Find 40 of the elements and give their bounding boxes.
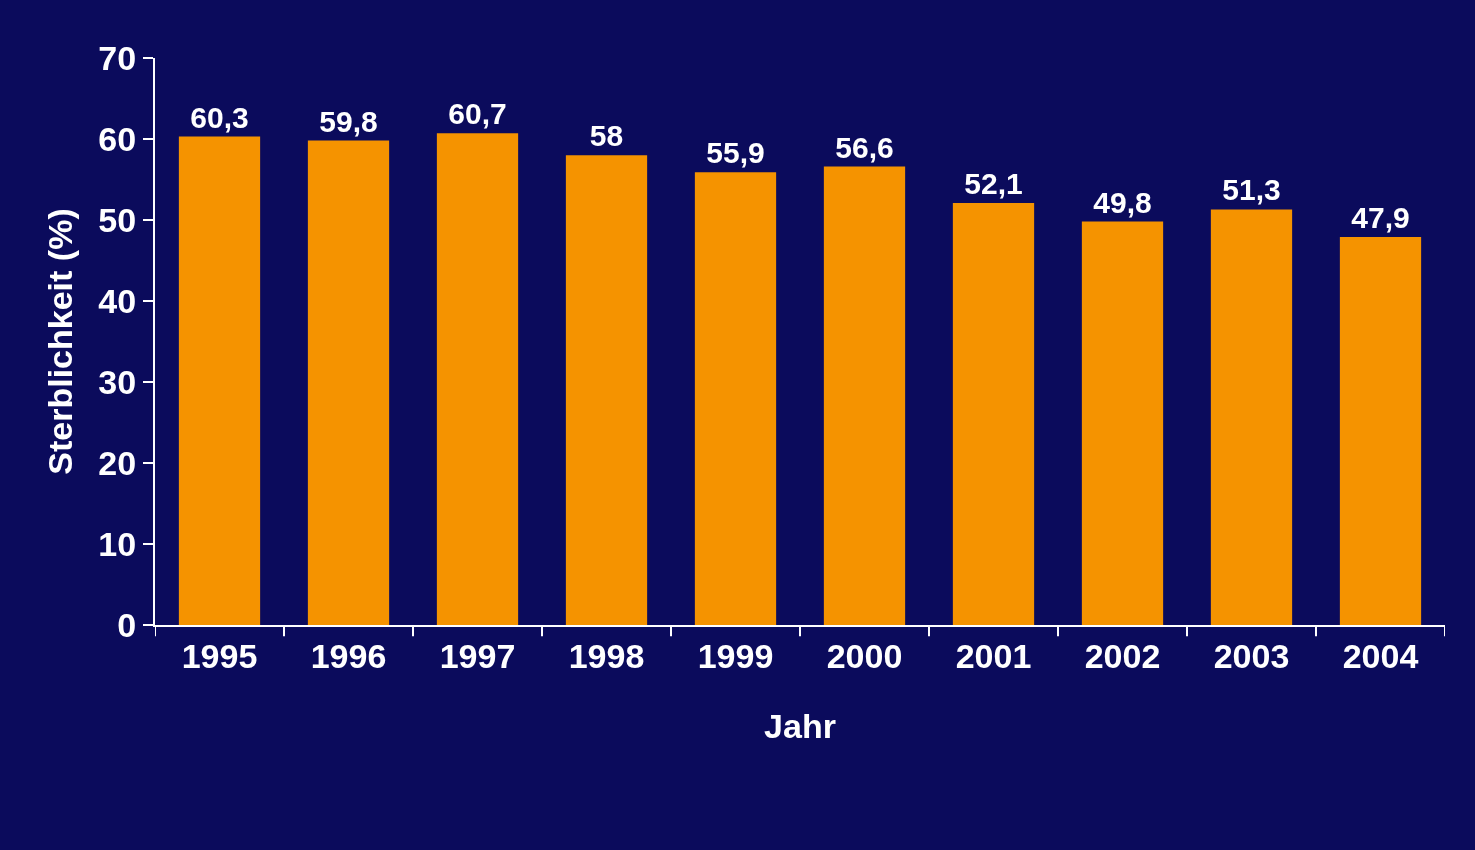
data-label: 60,7 [448,97,507,131]
bar [1210,209,1293,625]
y-tick-label: 0 [117,605,137,644]
data-label: 52,1 [964,166,1023,200]
y-tick-label: 70 [98,38,137,77]
y-tick-label: 60 [98,119,137,158]
bar [307,140,390,625]
x-tick-label: 1997 [439,636,516,675]
bar [1081,221,1164,625]
x-tick-label: 1998 [568,636,645,675]
x-tick-label: 1999 [697,636,774,675]
x-tick-label: 2001 [955,636,1032,675]
data-label: 49,8 [1093,185,1152,219]
bar [694,172,777,625]
data-label: 60,3 [190,100,249,134]
y-tick-label: 20 [98,443,137,482]
data-label: 59,8 [319,104,378,138]
data-label: 47,9 [1351,201,1410,235]
x-axis-title: Jahr [764,706,836,745]
x-tick-label: 2003 [1213,636,1290,675]
bar [565,155,648,625]
bar [178,136,261,625]
data-label: 56,6 [835,130,894,164]
bar [823,166,906,625]
x-tick-label: 1995 [181,636,258,675]
y-tick-label: 30 [98,362,137,401]
data-label: 51,3 [1222,173,1281,207]
data-label: 58 [589,119,624,153]
bar [1339,237,1422,625]
y-tick-label: 10 [98,524,137,563]
y-tick-label: 40 [98,281,137,320]
x-tick-label: 2000 [826,636,903,675]
bar [952,202,1035,625]
y-tick-label: 50 [98,200,137,239]
x-tick-label: 2002 [1084,636,1161,675]
data-label: 55,9 [706,136,765,170]
bar [436,133,519,625]
y-axis-title: Sterblichkeit (%) [41,208,80,475]
x-tick-label: 1996 [310,636,387,675]
x-tick-label: 2004 [1342,636,1419,675]
